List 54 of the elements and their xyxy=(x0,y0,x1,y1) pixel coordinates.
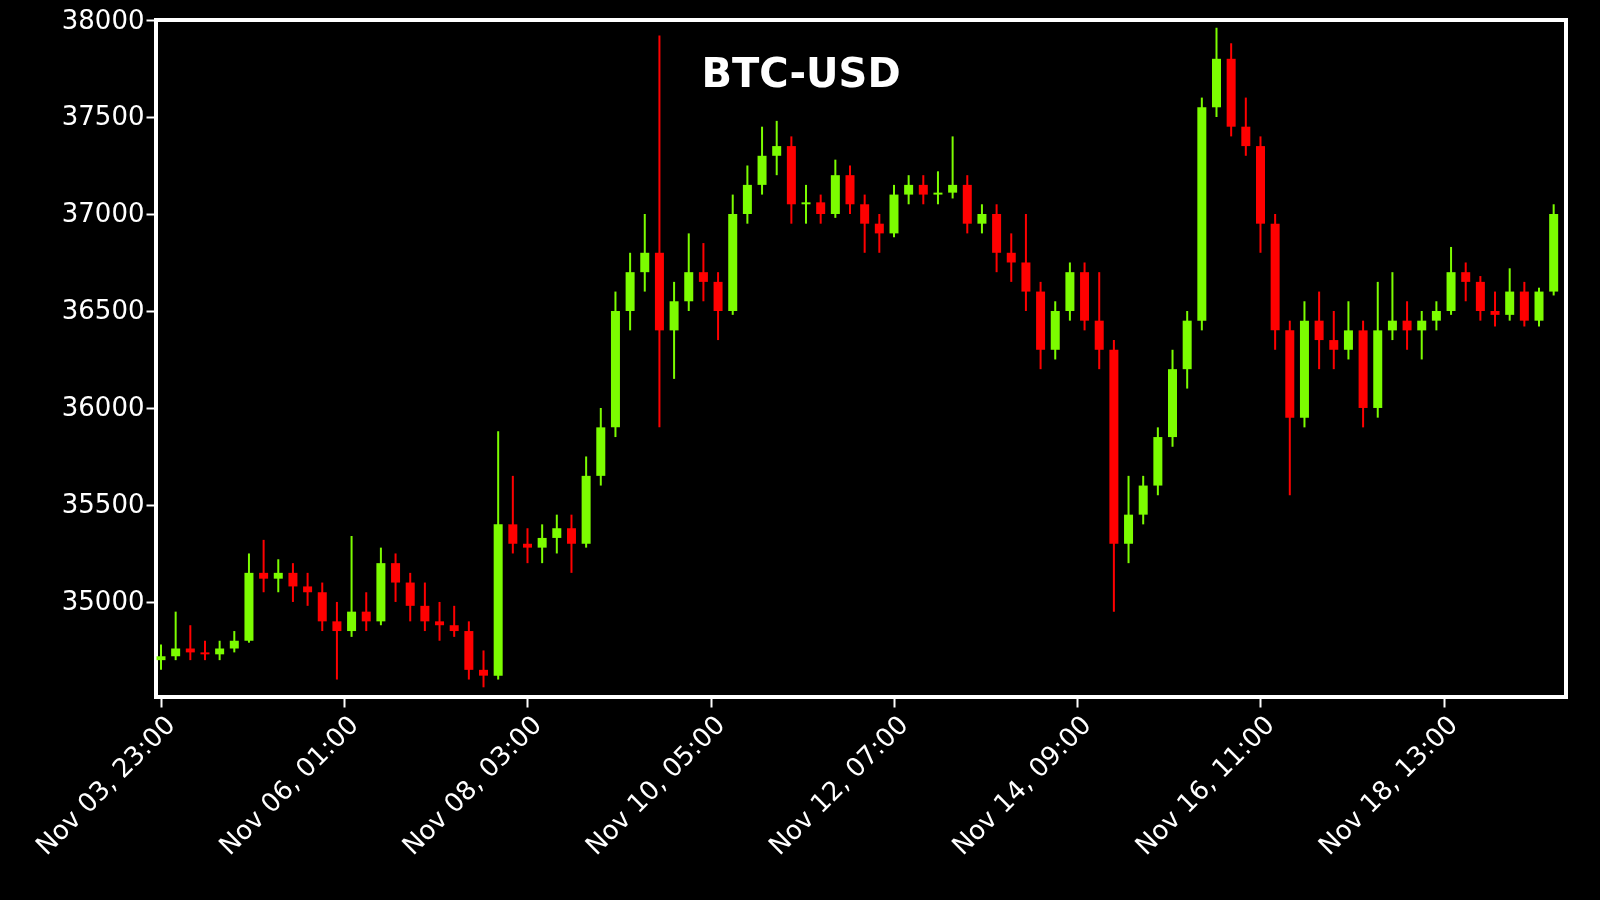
candlestick xyxy=(918,174,928,206)
candlestick xyxy=(816,193,826,225)
candlestick xyxy=(303,571,313,607)
candlestick xyxy=(552,513,562,555)
candlestick xyxy=(1329,309,1339,371)
candlestick xyxy=(259,538,269,594)
candlestick xyxy=(347,534,357,638)
candlestick xyxy=(977,203,987,235)
candlestick xyxy=(904,174,914,206)
candlestick xyxy=(522,527,532,565)
candlestick xyxy=(1431,300,1441,332)
y-tick-label: 35500 xyxy=(61,489,145,520)
candlestick xyxy=(1490,290,1500,328)
candlestick xyxy=(405,571,415,623)
candlestick xyxy=(479,649,489,689)
candlestick xyxy=(801,183,811,225)
candlestick xyxy=(1387,271,1397,342)
y-tick-label: 38000 xyxy=(61,4,145,35)
candlestick xyxy=(1402,300,1412,351)
candlestick xyxy=(1314,290,1324,371)
candlestick xyxy=(566,513,576,574)
candlestick xyxy=(1343,300,1353,361)
candlestick xyxy=(288,562,298,603)
candlestick xyxy=(640,212,650,293)
candlestick xyxy=(420,581,430,633)
y-tick-label: 36000 xyxy=(61,392,145,423)
text: BTC-USD xyxy=(701,50,901,96)
candlestick xyxy=(200,639,210,662)
candlestick xyxy=(508,474,518,555)
candlestick xyxy=(698,242,708,303)
candlestick xyxy=(1006,232,1016,283)
candlestick xyxy=(391,552,401,603)
candlestick xyxy=(1461,261,1471,303)
candlestick xyxy=(860,193,870,254)
candlestick xyxy=(229,630,239,654)
candlestick xyxy=(772,119,782,177)
candlestick xyxy=(1241,96,1251,157)
candlestick xyxy=(948,135,958,200)
y-tick-label: 35000 xyxy=(61,586,145,617)
candlestick xyxy=(273,558,283,594)
candlestick xyxy=(332,600,342,681)
candlestick xyxy=(156,643,166,671)
candlestick xyxy=(171,610,181,662)
y-tick-label: 37000 xyxy=(61,198,145,229)
candlestick xyxy=(933,170,943,206)
candlestick xyxy=(449,604,459,638)
y-tick-label: 37500 xyxy=(61,101,145,132)
candlestick xyxy=(537,523,547,565)
candlestick xyxy=(1417,309,1427,361)
candlestick xyxy=(435,600,445,642)
candlestick xyxy=(1505,267,1515,322)
candlestick xyxy=(361,591,371,633)
candlestick xyxy=(874,212,884,254)
y-tick-label: 36500 xyxy=(61,295,145,326)
